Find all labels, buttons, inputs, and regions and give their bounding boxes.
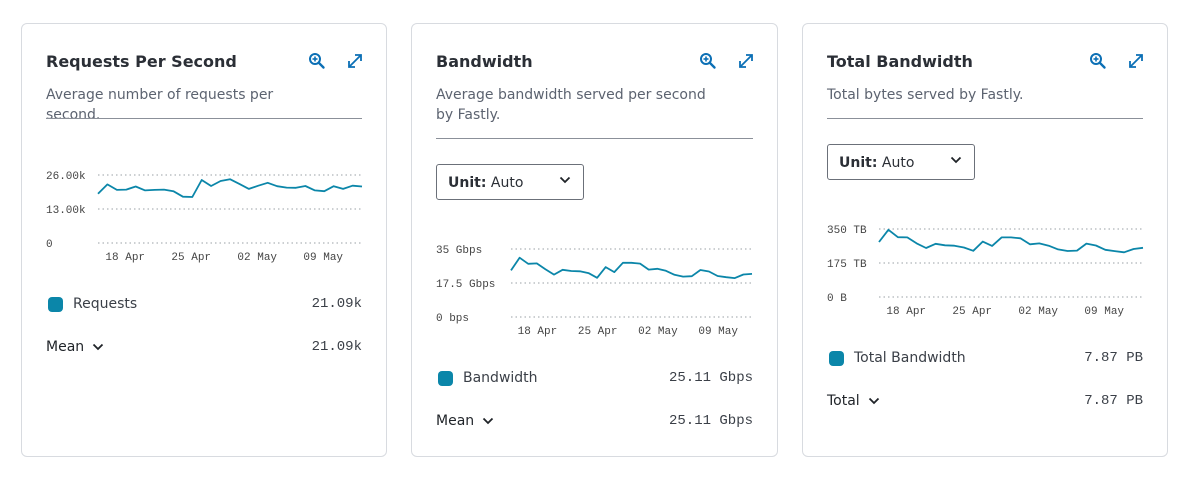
stat-value: 7.87 PB (1084, 393, 1143, 409)
y-tick-label: 0 (46, 239, 53, 251)
y-tick-label: 26.00k (46, 171, 86, 183)
chevron-down-icon (950, 156, 962, 164)
series-line (510, 256, 753, 279)
total-bandwidth-card: Total Bandwidth Total bytes served by Fa… (802, 23, 1168, 457)
zoom-in-icon[interactable] (699, 52, 717, 70)
mean-row: Mean 21.09k (46, 339, 362, 359)
x-tick-label: 25 Apr (171, 252, 211, 264)
y-tick-label: 17.5 Gbps (436, 279, 495, 291)
stat-dropdown[interactable]: Mean (436, 413, 494, 429)
chevron-down-icon (93, 343, 104, 351)
divider (46, 118, 362, 119)
unit-select[interactable]: Unit: Auto (827, 144, 975, 180)
legend-value: 25.11 Gbps (668, 370, 753, 386)
legend-swatch (438, 371, 453, 386)
zoom-in-icon[interactable] (308, 52, 326, 70)
y-tick-label: 13.00k (46, 205, 86, 217)
legend-value: 21.09k (311, 296, 362, 312)
x-tick-label: 25 Apr (952, 306, 992, 318)
legend-label: Bandwidth (463, 370, 538, 386)
stat-label: Total (827, 393, 860, 409)
bandwidth-card: Bandwidth Average bandwidth served per s… (411, 23, 778, 457)
unit-label: Unit: (448, 175, 487, 191)
x-tick-label: 02 May (1018, 306, 1058, 318)
mean-row: Mean 25.11 Gbps (436, 413, 753, 433)
legend-swatch (48, 297, 63, 312)
chevron-down-icon (559, 176, 571, 184)
x-tick-label: 18 Apr (518, 326, 558, 338)
chevron-down-icon (868, 397, 879, 405)
card-title: Bandwidth (436, 52, 533, 71)
card-description: Average number of requests per second. (46, 87, 274, 123)
card-actions (1089, 52, 1145, 70)
divider (436, 138, 753, 139)
x-tick-label: 02 May (638, 326, 678, 338)
requests-per-second-card: Requests Per Second Average number of re… (21, 23, 387, 457)
x-tick-label: 18 Apr (886, 306, 926, 318)
y-tick-label: 0 B (827, 293, 847, 305)
x-tick-label: 25 Apr (578, 326, 618, 338)
card-actions (699, 52, 755, 70)
y-tick-label: 35 Gbps (436, 245, 482, 257)
stat-dropdown[interactable]: Mean (46, 339, 104, 355)
legend-item-total-bandwidth: Total Bandwidth 7.87 PB (827, 350, 1143, 370)
y-tick-label: 0 bps (436, 313, 469, 325)
y-tick-label: 350 TB (827, 225, 867, 237)
expand-icon[interactable] (346, 52, 364, 70)
unit-label: Unit: (839, 155, 878, 171)
series-line (97, 178, 363, 198)
legend-label: Total Bandwidth (854, 350, 966, 366)
stat-dropdown[interactable]: Total (827, 393, 880, 409)
card-description: Total bytes served by Fastly. (827, 87, 1024, 103)
card-title: Total Bandwidth (827, 52, 973, 71)
bandwidth-line-chart: 35 Gbps 17.5 Gbps 0 bps 18 Apr 25 Apr 02 May 0… (436, 245, 753, 338)
stat-value: 25.11 Gbps (668, 413, 753, 429)
stat-label: Mean (46, 339, 85, 355)
unit-select[interactable]: Unit: Auto (436, 164, 584, 200)
requests-line-chart: 26.00k 13.00k 0 18 Apr 25 Apr 02 May 09 May (46, 171, 363, 264)
legend-value: 7.87 PB (1084, 350, 1143, 366)
chevron-down-icon (483, 417, 494, 425)
legend-item-bandwidth: Bandwidth 25.11 Gbps (436, 370, 753, 390)
x-tick-label: 09 May (303, 252, 343, 264)
card-title: Requests Per Second (46, 52, 237, 71)
stat-label: Mean (436, 413, 475, 429)
divider (827, 118, 1143, 119)
x-tick-label: 02 May (237, 252, 277, 264)
unit-value: Auto (881, 155, 915, 171)
total-bandwidth-line-chart: 350 TB 175 TB 0 B 18 Apr 25 Apr 02 May 09 May (827, 225, 1144, 318)
expand-icon[interactable] (1127, 52, 1145, 70)
card-actions (308, 52, 364, 70)
x-tick-label: 09 May (1084, 306, 1124, 318)
x-tick-label: 18 Apr (105, 252, 145, 264)
unit-value: Auto (490, 175, 524, 191)
legend-swatch (829, 351, 844, 366)
total-row: Total 7.87 PB (827, 393, 1143, 413)
series-line (878, 228, 1144, 254)
card-description: Average bandwidth served per second by F… (436, 87, 706, 123)
x-tick-label: 09 May (698, 326, 738, 338)
stat-value: 21.09k (311, 339, 362, 355)
zoom-in-icon[interactable] (1089, 52, 1107, 70)
legend-label: Requests (73, 296, 138, 312)
expand-icon[interactable] (737, 52, 755, 70)
legend-item-requests: Requests 21.09k (46, 296, 362, 316)
y-tick-label: 175 TB (827, 259, 867, 271)
